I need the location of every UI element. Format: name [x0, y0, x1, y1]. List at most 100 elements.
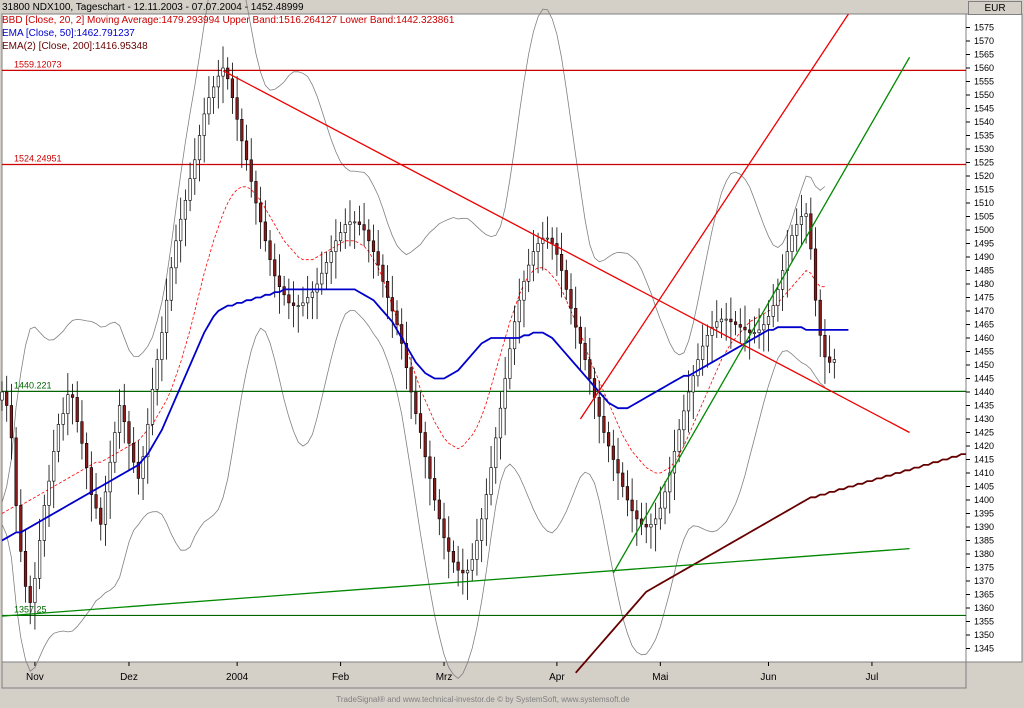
candle-body: [61, 413, 65, 425]
candle-body: [748, 329, 752, 333]
x-tick-label: Feb: [332, 672, 350, 683]
candle-body: [559, 254, 564, 271]
candle-body: [752, 332, 756, 334]
y-tick-label: 1505: [974, 212, 994, 222]
candle-body: [291, 302, 296, 306]
candle-body: [338, 232, 343, 242]
candle-body: [531, 251, 535, 266]
candle-body: [654, 518, 658, 525]
y-tick-label: 1360: [974, 603, 994, 613]
candle-body: [583, 343, 587, 360]
x-tick-label: Dez: [120, 672, 138, 683]
plot-area: [1, 13, 967, 663]
candle-body: [433, 478, 437, 501]
candle-body: [686, 391, 691, 412]
candle-body: [508, 348, 512, 379]
candle-body: [287, 294, 291, 304]
candle-body: [179, 218, 183, 242]
candle-body: [545, 237, 550, 240]
candle-body: [155, 359, 159, 390]
candle-body: [409, 367, 413, 393]
y-tick-label: 1435: [974, 401, 994, 411]
y-tick-label: 1390: [974, 522, 994, 532]
candle-body: [564, 270, 568, 290]
candle-body: [442, 518, 446, 539]
candle-body: [99, 507, 103, 525]
candle-body: [649, 523, 653, 528]
y-tick-label: 1470: [974, 306, 994, 316]
candle-body: [117, 405, 122, 433]
y-tick-label: 1510: [974, 198, 994, 208]
candle-body: [273, 259, 277, 277]
y-tick-label: 1370: [974, 576, 994, 586]
y-tick-label: 1495: [974, 239, 994, 249]
candle-body: [832, 359, 836, 363]
y-tick-label: 1385: [974, 536, 994, 546]
y-tick-label: 1540: [974, 117, 994, 127]
candle-body: [494, 437, 498, 468]
y-tick-label: 1465: [974, 320, 994, 330]
candle-body: [56, 424, 61, 452]
y-tick-label: 1420: [974, 441, 994, 451]
chart-legend: 31800 NDX100, Tageschart - 12.11.2003 - …: [2, 1, 454, 53]
y-tick-label: 1425: [974, 428, 994, 438]
candle-body: [94, 494, 98, 509]
candle-body: [9, 405, 13, 439]
candle-body: [757, 329, 761, 333]
legend-ema50: EMA [Close, 50]:1462.791237: [2, 28, 135, 39]
candle-body: [512, 321, 517, 350]
trendline: [1, 547, 910, 617]
candle-body: [103, 491, 108, 525]
candle-body: [705, 334, 709, 347]
candle-body: [38, 540, 42, 579]
ema200-line: [575, 453, 966, 674]
candle-body: [277, 275, 282, 287]
candle-body: [677, 429, 681, 452]
candle-body: [621, 472, 625, 487]
candle-body: [795, 224, 799, 236]
candle-body: [658, 507, 662, 520]
candle-body: [230, 78, 235, 99]
candle-body: [212, 86, 216, 99]
candle-body: [19, 505, 23, 552]
candle-body: [390, 297, 394, 312]
candle-body: [456, 561, 460, 571]
y-tick-label: 1380: [974, 549, 994, 559]
ema50-line: [1, 288, 849, 542]
candle-body: [668, 472, 672, 493]
candle-body: [475, 540, 479, 560]
level-label: 1559.12073: [14, 59, 62, 69]
candle-body: [470, 559, 474, 571]
candle-body: [202, 113, 206, 136]
level-label: 1524.24951: [14, 154, 62, 164]
candle-body: [23, 550, 28, 587]
candle-body: [672, 451, 677, 474]
candle-body: [804, 213, 808, 217]
candle-body: [169, 267, 173, 301]
candle-body: [437, 499, 441, 520]
candle-body: [127, 421, 131, 444]
y-tick-label: 1415: [974, 455, 994, 465]
candle-body: [574, 307, 578, 328]
y-tick-label: 1570: [974, 36, 994, 46]
candle-body: [517, 299, 521, 323]
candle-body: [710, 326, 714, 336]
candle-body: [160, 332, 164, 360]
candle-body: [315, 283, 319, 293]
candle-body: [5, 391, 9, 406]
candle-body: [607, 432, 611, 447]
candle-body: [715, 321, 719, 328]
bollinger-upper: [1, 0, 826, 503]
candle-body: [465, 569, 470, 574]
bollinger-lower: [1, 310, 826, 679]
x-tick-label: Jul: [866, 672, 879, 683]
candle-body: [371, 240, 376, 252]
candle-body: [353, 221, 357, 224]
candle-body: [536, 243, 540, 252]
x-tick-label: Mai: [652, 672, 668, 683]
candle-body: [329, 251, 333, 263]
x-tick-label: Mrz: [436, 672, 453, 683]
candle-body: [414, 391, 418, 414]
candle-body: [89, 467, 93, 495]
candle-body: [0, 391, 4, 401]
